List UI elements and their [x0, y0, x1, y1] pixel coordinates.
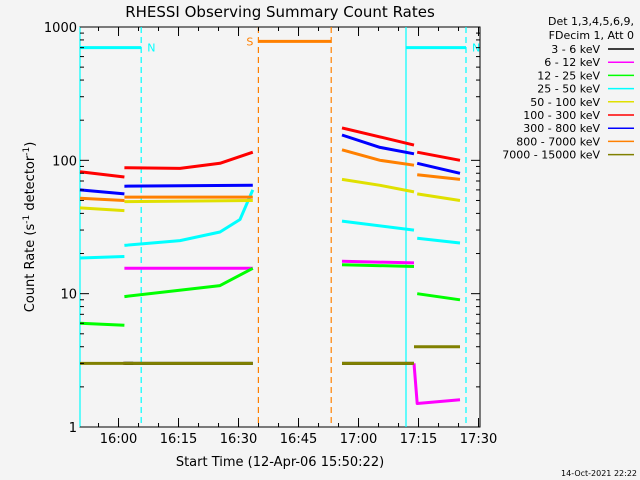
- series-100-300-kev-segment-2: [341, 126, 415, 147]
- series-300-800-kev-segment-2: [341, 133, 415, 156]
- series-25-50-kev-segment-3: [417, 236, 461, 245]
- y-axis-label-main: Count Rate (s: [23, 224, 38, 313]
- series-12-25-kev-segment-3: [416, 292, 461, 302]
- series-25-50-kev-segment-0: [79, 255, 125, 260]
- series-100-300-kev-segment-1: [124, 150, 254, 170]
- legend-header-line-1: Det 1,3,4,5,6,9,: [548, 15, 634, 28]
- x-tick-label-17-30: 17:30: [460, 432, 497, 447]
- x-tick-label-17-00: 17:00: [340, 432, 377, 447]
- series-800-7000-kev-segment-0: [79, 196, 125, 202]
- y-tick-label-10: 10: [60, 288, 77, 303]
- x-tick-label-16-30: 16:30: [220, 432, 257, 447]
- y-axis-label-sup1: -1: [22, 215, 32, 224]
- x-tick-label-16-15: 16:15: [160, 432, 197, 447]
- y-tick-label-1: 1: [69, 421, 77, 436]
- y-axis: 1 10 100 1000: [44, 21, 480, 436]
- legend-label-100-300-kev: 100 - 300 keV: [523, 109, 600, 122]
- y-axis-label-sup2: -1: [22, 147, 32, 156]
- series-12-25-kev-segment-0: [79, 321, 125, 327]
- series-800-7000-kev-segment-2: [341, 148, 415, 167]
- series-group: [79, 126, 461, 405]
- y-tick-label-1000: 1000: [44, 21, 77, 36]
- series-100-300-kev-segment-3: [416, 150, 461, 162]
- x-tick-label-16-00: 16:00: [100, 432, 137, 447]
- legend-label-6-12-kev: 6 - 12 keV: [544, 56, 600, 69]
- y-axis-label-end: ): [23, 142, 38, 147]
- y-tick-label-100: 100: [52, 154, 77, 169]
- series-300-800-kev-segment-3: [416, 161, 461, 175]
- series-12-25-kev-segment-1: [124, 266, 254, 299]
- instrument-flags: N NS: [79, 27, 480, 427]
- series-25-50-kev-segment-1: [124, 189, 255, 247]
- plot-frame: [79, 26, 481, 428]
- flag-label-s-2: S: [246, 35, 253, 48]
- legend-label-25-50-kev: 25 - 50 keV: [537, 83, 600, 96]
- legend-label-3-6-kev: 3 - 6 keV: [551, 43, 600, 56]
- y-axis-label: Count Rate (s-1 detector-1): [22, 142, 38, 313]
- series-50-100-kev-segment-0: [79, 206, 125, 213]
- legend-label-50-100-kev: 50 - 100 keV: [530, 96, 600, 109]
- x-axis: 16:00 16:15 16:30 16:45 17:00 17:15 17:30: [98, 27, 497, 447]
- series-800-7000-kev-segment-3: [417, 173, 461, 181]
- x-tick-label-16-45: 16:45: [280, 432, 317, 447]
- series-25-50-kev-segment-2: [341, 219, 415, 232]
- series-6-12-kev-segment-2: [341, 259, 415, 265]
- series-6-12-kev-segment-3: [412, 363, 461, 405]
- legend-label-300-800-kev: 300 - 800 keV: [523, 122, 600, 135]
- series-12-25-kev-segment-2: [341, 263, 415, 268]
- series-50-100-kev-segment-2: [341, 177, 415, 194]
- series-50-100-kev-segment-1: [124, 199, 253, 204]
- legend-label-800-7000-kev: 800 - 7000 keV: [516, 135, 600, 148]
- series-100-300-kev-segment-0: [79, 170, 125, 179]
- y-axis-label-mid: detector: [23, 155, 38, 215]
- series-50-100-kev-segment-3: [416, 192, 461, 202]
- flag-label-n-0: N: [147, 42, 155, 55]
- legend-label-7000-15000-kev: 7000 - 15000 keV: [502, 149, 600, 162]
- x-axis-label: Start Time (12-Apr-06 15:50:22): [176, 455, 384, 470]
- series-300-800-kev-segment-0: [79, 188, 125, 196]
- chart-title: RHESSI Observing Summary Count Rates: [125, 3, 435, 21]
- legend-label-12-25-kev: 12 - 25 keV: [537, 69, 600, 82]
- legend: Det 1,3,4,5,6,9, FDecim 1, Att 0 3 - 6 k…: [502, 15, 634, 162]
- footer-timestamp: 14-Oct-2021 22:22: [561, 469, 637, 478]
- series-300-800-kev-segment-1: [124, 183, 253, 188]
- x-tick-label-17-15: 17:15: [400, 432, 437, 447]
- legend-header-line-2: FDecim 1, Att 0: [549, 29, 634, 42]
